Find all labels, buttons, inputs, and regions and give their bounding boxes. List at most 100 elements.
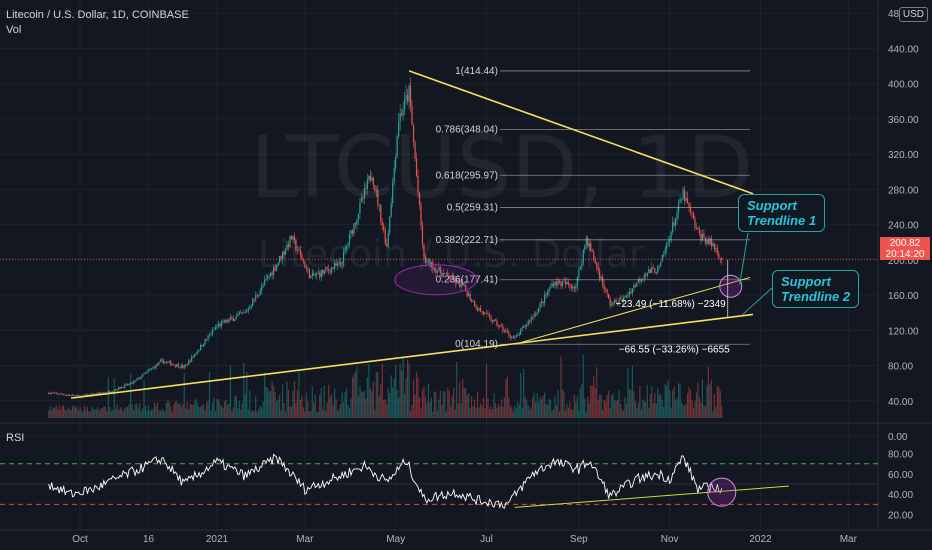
support-trendline-2-note[interactable]: Support Trendline 2 (772, 270, 860, 308)
candle-body (307, 267, 309, 269)
volume-bar (548, 399, 550, 418)
candle-body (663, 254, 665, 256)
volume-bar (619, 403, 622, 418)
volume-bar (715, 407, 717, 418)
candle-body (182, 365, 184, 368)
volume-bar (156, 403, 159, 418)
candle-body (606, 289, 608, 294)
candle-body (710, 238, 712, 247)
volume-bar (429, 401, 431, 418)
candle-body (673, 222, 675, 226)
candle-body (207, 335, 209, 340)
candle-body (262, 284, 264, 286)
volume-bar (670, 407, 672, 418)
volume-bar (235, 395, 237, 418)
volume-bar (140, 410, 142, 418)
volume-bar (109, 406, 111, 418)
candle-body (128, 383, 130, 386)
candle-body (205, 339, 208, 341)
candle-body (624, 296, 626, 298)
volume-bar (103, 406, 105, 418)
volume-bar (451, 395, 453, 418)
candle-body (436, 270, 438, 273)
volume-bar (584, 398, 586, 418)
candle-body (453, 275, 455, 280)
candle-body (150, 368, 153, 370)
candle-body (444, 273, 446, 274)
candle-body (503, 330, 505, 332)
support-trendline-1-note[interactable]: Support Trendline 1 (738, 194, 826, 232)
volume-bar (479, 403, 482, 418)
candle-body (664, 249, 666, 255)
volume-bar (377, 372, 379, 418)
candle-body (109, 391, 111, 393)
candle-body (374, 185, 376, 191)
candle-body (554, 281, 556, 286)
chart-title[interactable]: Litecoin / U.S. Dollar, 1D, COINBASE (6, 9, 189, 21)
candle-body (535, 314, 537, 315)
candle-body (718, 253, 720, 259)
volume-bar (347, 404, 349, 418)
candle-body (261, 285, 263, 291)
rsi-line (48, 453, 723, 509)
volume-bar (375, 371, 377, 418)
volume-bar (599, 394, 601, 418)
volume-bar (628, 389, 631, 418)
candle-body (417, 175, 419, 193)
volume-bar (116, 404, 118, 418)
currency-badge[interactable]: USD (898, 7, 928, 22)
candle-body (459, 280, 461, 288)
volume-bar (651, 386, 653, 418)
candle-body (383, 225, 385, 230)
candle-body (60, 393, 62, 395)
candle-body (627, 295, 629, 297)
volume-bar (526, 400, 528, 418)
volume-bar (158, 410, 160, 418)
volume-bar (372, 381, 374, 418)
candle-body (299, 249, 301, 255)
volume-label[interactable]: Vol (6, 24, 22, 36)
volume-bar (176, 401, 178, 418)
candle-body (463, 284, 465, 286)
volume-bar (543, 392, 546, 418)
candle-body (441, 272, 443, 277)
volume-bar (652, 402, 654, 418)
candle-body (134, 380, 136, 382)
volume-bar (721, 405, 723, 418)
candle-body (482, 311, 485, 315)
volume-bar (195, 398, 197, 418)
candle-body (451, 275, 453, 280)
candle-body (700, 233, 702, 241)
volume-bar (387, 388, 389, 418)
candle-body (496, 320, 498, 326)
candle-body (119, 387, 121, 389)
candlesticks (48, 77, 723, 399)
candle-body (372, 177, 374, 186)
candle-body (596, 262, 598, 268)
volume-bar (149, 410, 151, 418)
candle-body (622, 297, 625, 302)
volume-bar (331, 394, 333, 418)
volume-bar (342, 401, 345, 418)
volume-bar (52, 407, 54, 418)
volume-bar (511, 407, 513, 418)
volume-bar (427, 383, 430, 418)
volume-bar (267, 387, 269, 418)
volume-bar (442, 391, 444, 418)
candle-body (642, 277, 644, 280)
volume-bar (640, 409, 642, 418)
candle-body (292, 236, 294, 240)
rsi-tick-label: 40.00 (888, 490, 913, 501)
time-axis: Oct 16 2021 Mar May Jul Sep Nov 2022 Mar (72, 534, 857, 545)
volume-bar (345, 388, 348, 418)
volume-bar (189, 403, 191, 418)
volume-bar (359, 385, 361, 418)
rsi-label[interactable]: RSI (6, 432, 25, 444)
volume-bar (609, 408, 611, 418)
volume-bar (689, 389, 692, 418)
candle-body (337, 263, 339, 266)
candle-body (698, 229, 701, 234)
volume-bar (337, 410, 339, 418)
volume-bar (456, 361, 458, 418)
